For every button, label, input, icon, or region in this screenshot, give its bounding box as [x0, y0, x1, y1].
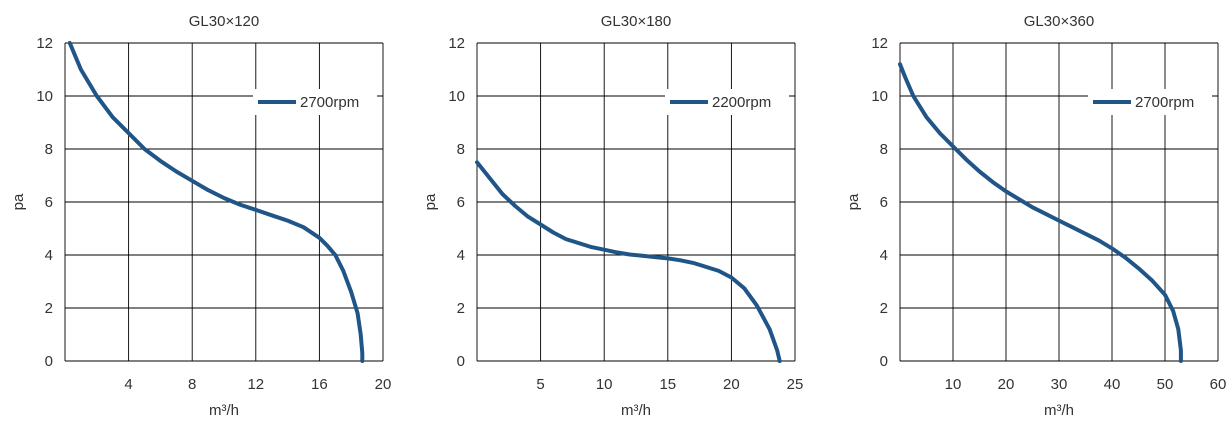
series-line: [475, 160, 782, 363]
x-tick-label: 16: [311, 376, 328, 393]
y-tick-label: 0: [880, 353, 888, 370]
y-axis-label: pa: [422, 193, 439, 210]
x-tick-label: 20: [723, 376, 740, 393]
y-tick-label: 6: [880, 194, 888, 211]
y-tick-label: 10: [36, 88, 53, 105]
y-tick-label: 2: [457, 300, 465, 317]
y-tick-label: 12: [871, 35, 888, 52]
x-tick-label: 30: [1051, 376, 1068, 393]
x-tick-label: 40: [1104, 376, 1121, 393]
y-tick-label: 0: [457, 353, 465, 370]
y-tick-label: 0: [45, 353, 53, 370]
y-tick-label: 4: [880, 247, 888, 264]
y-tick-label: 4: [457, 247, 465, 264]
chart-panel-3: GL30×360 0 2 4 6 8 10 12 10 20 30 40 50 60 m³/h pa 2700r…: [845, 13, 1226, 419]
x-tick-label: 20: [998, 376, 1015, 393]
y-tick-label: 12: [36, 35, 53, 52]
y-axis-label: pa: [845, 193, 862, 210]
chart-title: GL30×360: [1024, 13, 1094, 30]
chart-panel-1: GL30×120 0 2 4 6 8 10 12 4 8 12 16 20 m³/h pa 2700rpm: [10, 13, 391, 419]
x-tick-label: 10: [596, 376, 613, 393]
y-tick-label: 6: [457, 194, 465, 211]
chart-title: GL30×120: [189, 13, 259, 30]
x-tick-label: 50: [1157, 376, 1174, 393]
y-tick-label: 2: [45, 300, 53, 317]
x-tick-label: 8: [188, 376, 196, 393]
series-line: [67, 41, 365, 363]
x-tick-label: 10: [945, 376, 962, 393]
legend-label: 2700rpm: [1135, 94, 1194, 111]
y-tick-label: 8: [457, 141, 465, 158]
y-tick-label: 10: [871, 88, 888, 105]
x-tick-label: 15: [659, 376, 676, 393]
x-tick-label: 12: [247, 376, 264, 393]
x-tick-label: 4: [124, 376, 132, 393]
series-line: [898, 62, 1183, 363]
x-axis-label: m³/h: [1044, 402, 1074, 419]
y-tick-label: 2: [880, 300, 888, 317]
y-axis-label: pa: [10, 193, 27, 210]
x-tick-label: 5: [536, 376, 544, 393]
y-tick-label: 6: [45, 194, 53, 211]
legend-label: 2200rpm: [712, 94, 771, 111]
x-axis-label: m³/h: [621, 402, 651, 419]
x-tick-label: 20: [375, 376, 392, 393]
legend-label: 2700rpm: [300, 94, 359, 111]
x-tick-label: 60: [1210, 376, 1227, 393]
y-tick-label: 12: [448, 35, 465, 52]
y-tick-label: 8: [880, 141, 888, 158]
x-axis-label: m³/h: [209, 402, 239, 419]
y-tick-label: 8: [45, 141, 53, 158]
y-tick-label: 4: [45, 247, 53, 264]
chart-title: GL30×180: [601, 13, 671, 30]
x-tick-label: 25: [787, 376, 804, 393]
chart-panel-2: GL30×180 0 2 4 6 8 10 12 5 10 15 20 25 m³/h pa 2200rpm: [422, 13, 803, 419]
y-tick-label: 10: [448, 88, 465, 105]
